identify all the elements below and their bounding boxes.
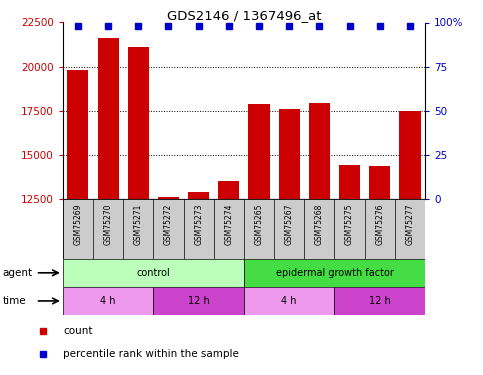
Text: GSM75270: GSM75270 <box>103 204 113 245</box>
Bar <box>158 197 179 375</box>
Bar <box>63 259 244 287</box>
Bar <box>244 287 334 315</box>
Bar <box>218 181 240 375</box>
Text: GSM75276: GSM75276 <box>375 204 384 245</box>
Text: count: count <box>63 326 93 336</box>
Text: GSM75277: GSM75277 <box>405 204 414 245</box>
Text: GSM75275: GSM75275 <box>345 204 354 245</box>
Text: GSM75268: GSM75268 <box>315 204 324 245</box>
Text: percentile rank within the sample: percentile rank within the sample <box>63 349 239 359</box>
Bar <box>128 47 149 375</box>
Bar <box>98 38 119 375</box>
Text: time: time <box>2 296 26 306</box>
Text: GSM75273: GSM75273 <box>194 204 203 245</box>
Text: GSM75265: GSM75265 <box>255 204 264 245</box>
Text: agent: agent <box>2 268 32 278</box>
Bar <box>63 287 154 315</box>
Bar <box>248 104 270 375</box>
Bar <box>279 109 300 375</box>
Bar <box>154 287 244 315</box>
Bar <box>67 70 88 375</box>
Text: 4 h: 4 h <box>100 296 116 306</box>
Text: control: control <box>137 268 170 278</box>
Bar <box>369 166 390 375</box>
Bar <box>399 111 421 375</box>
Text: GSM75271: GSM75271 <box>134 204 143 245</box>
Bar <box>334 287 425 315</box>
Text: GSM75272: GSM75272 <box>164 204 173 245</box>
Bar <box>244 259 425 287</box>
Bar <box>188 192 209 375</box>
Text: 12 h: 12 h <box>369 296 391 306</box>
Text: GSM75274: GSM75274 <box>224 204 233 245</box>
Text: GDS2146 / 1367496_at: GDS2146 / 1367496_at <box>167 9 321 22</box>
Text: epidermal growth factor: epidermal growth factor <box>275 268 394 278</box>
Text: 4 h: 4 h <box>282 296 297 306</box>
Bar <box>309 103 330 375</box>
Bar <box>339 165 360 375</box>
Text: 12 h: 12 h <box>188 296 210 306</box>
Text: GSM75269: GSM75269 <box>73 204 83 245</box>
Text: GSM75267: GSM75267 <box>284 204 294 245</box>
